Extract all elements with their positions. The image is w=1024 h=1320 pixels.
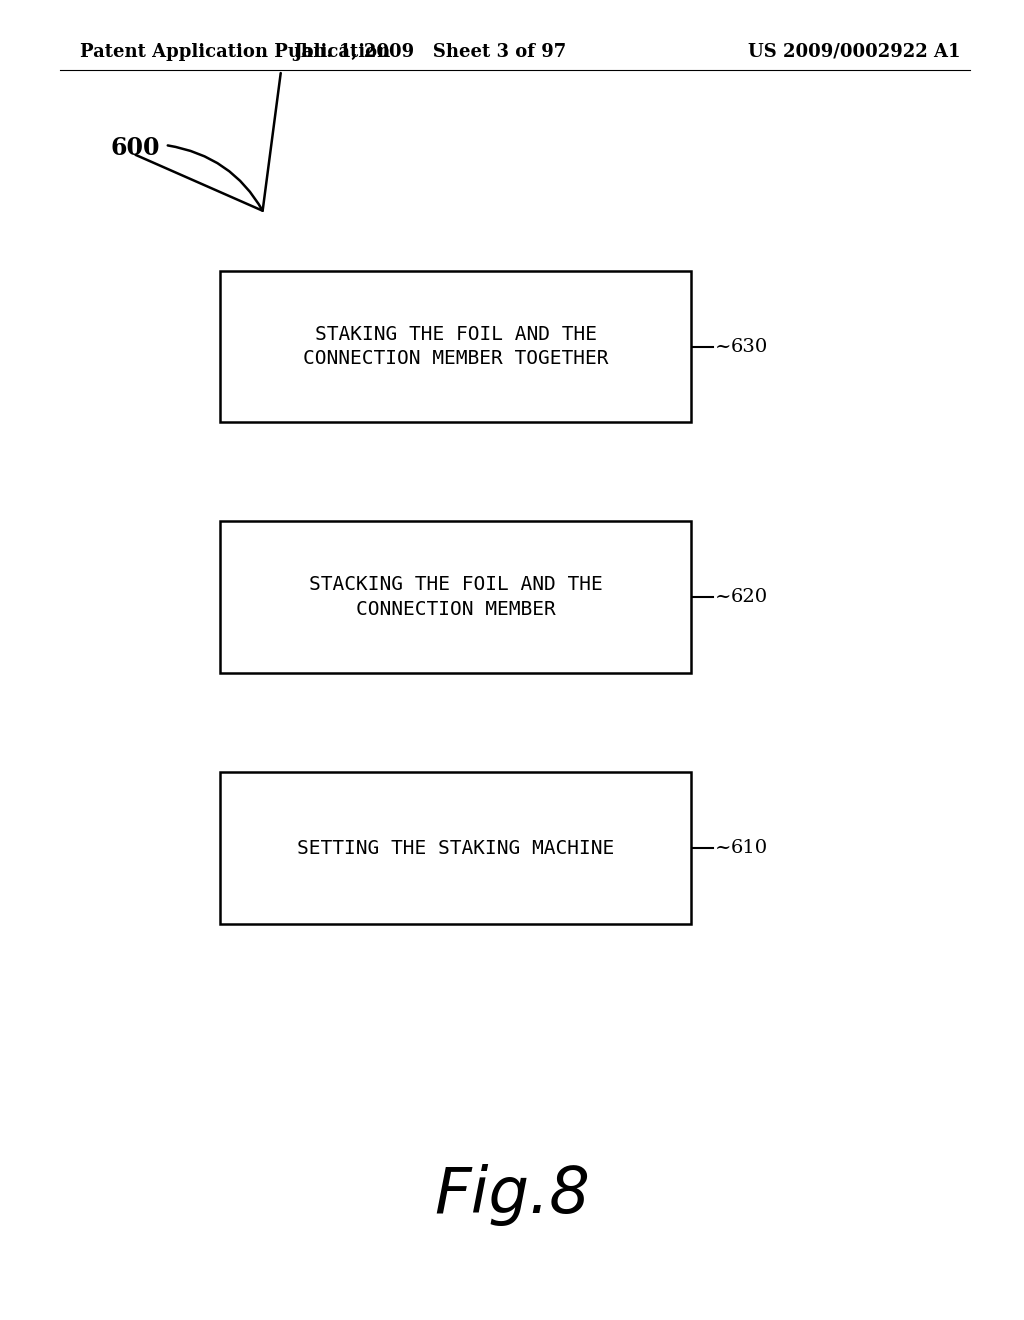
Text: 610: 610: [731, 840, 768, 857]
Text: Fig.8: Fig.8: [434, 1164, 590, 1226]
Text: 620: 620: [731, 589, 768, 606]
Text: ~: ~: [715, 338, 731, 355]
Text: ~: ~: [715, 589, 731, 606]
Text: STACKING THE FOIL AND THE
CONNECTION MEMBER: STACKING THE FOIL AND THE CONNECTION MEM…: [309, 576, 602, 619]
Bar: [220, 521, 691, 673]
Text: Jan. 1, 2009   Sheet 3 of 97: Jan. 1, 2009 Sheet 3 of 97: [293, 44, 566, 61]
Text: Patent Application Publication: Patent Application Publication: [80, 44, 390, 61]
Bar: [220, 772, 691, 924]
Text: STAKING THE FOIL AND THE
CONNECTION MEMBER TOGETHER: STAKING THE FOIL AND THE CONNECTION MEMB…: [303, 325, 608, 368]
Text: ~: ~: [715, 840, 731, 857]
Text: 600: 600: [110, 136, 160, 160]
Bar: [220, 271, 691, 422]
Text: US 2009/0002922 A1: US 2009/0002922 A1: [748, 44, 961, 61]
Text: 630: 630: [731, 338, 768, 355]
Text: SETTING THE STAKING MACHINE: SETTING THE STAKING MACHINE: [297, 838, 614, 858]
